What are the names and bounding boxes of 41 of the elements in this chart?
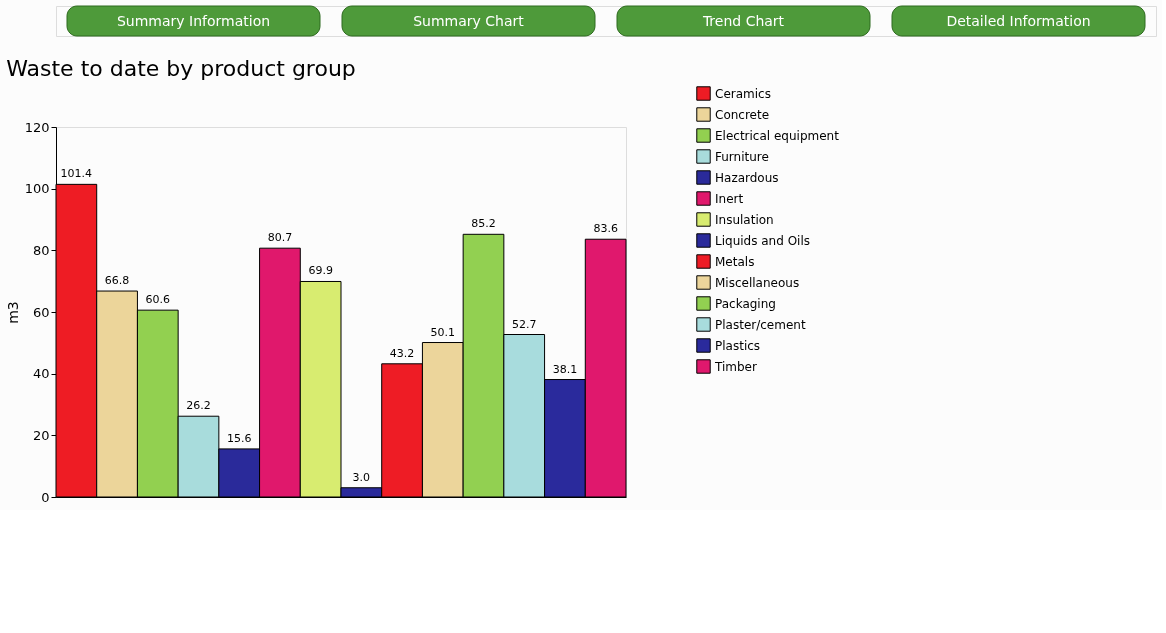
- legend-label: Concrete: [715, 107, 770, 122]
- legend-label: Inert: [715, 191, 744, 206]
- chart-title: Waste to date by product group: [6, 56, 356, 81]
- legend-label: Liquids and Oils: [715, 233, 811, 248]
- data-label: 80.7: [267, 231, 293, 245]
- y-axis-title: m3: [4, 301, 21, 324]
- data-label: 85.2: [471, 217, 496, 231]
- data-label: 15.6: [226, 431, 252, 445]
- legend-label: Plastics: [715, 338, 761, 353]
- data-label: 60.6: [145, 293, 171, 307]
- data-label: 101.4: [60, 167, 93, 181]
- y-tick-label: 80: [32, 242, 50, 258]
- legend-label: Packaging: [715, 296, 776, 311]
- data-label: 83.6: [593, 222, 618, 236]
- data-label: 26.2: [186, 399, 211, 413]
- data-label: 50.1: [430, 325, 456, 339]
- legend-label: Metals: [715, 254, 755, 269]
- text: Summary Chart: [413, 13, 525, 29]
- legend-label: Furniture: [715, 149, 769, 164]
- data-label: 52.7: [511, 317, 537, 331]
- y-tick-label: 60: [32, 304, 50, 320]
- data-label: 43.2: [389, 346, 415, 360]
- text: Detailed Information: [946, 13, 1091, 29]
- legend-label: Ceramics: [715, 86, 771, 101]
- data-label: 69.9: [308, 264, 333, 278]
- text: Trend Chart: [701, 13, 785, 29]
- legend-label: Hazardous: [715, 170, 779, 185]
- y-tick-label: 20: [32, 427, 50, 443]
- y-tick-label: 0: [41, 489, 50, 505]
- y-tick-label: 100: [24, 181, 50, 197]
- y-tick-label: 40: [32, 366, 50, 382]
- legend-label: Miscellaneous: [715, 275, 800, 290]
- data-label: 38.1: [552, 362, 578, 376]
- legend-label: Insulation: [715, 212, 774, 227]
- legend-label: Electrical equipment: [715, 128, 840, 143]
- legend-label: Timber: [714, 359, 757, 374]
- y-tick-label: 120: [24, 119, 50, 135]
- text: Summary Information: [116, 13, 271, 29]
- data-label: 66.8: [104, 274, 130, 288]
- data-label: 3.0: [352, 470, 371, 484]
- legend-label: Plaster/cement: [715, 317, 806, 332]
